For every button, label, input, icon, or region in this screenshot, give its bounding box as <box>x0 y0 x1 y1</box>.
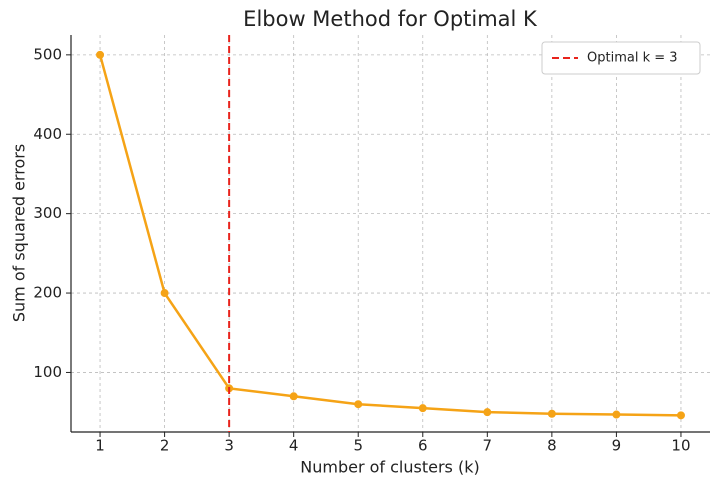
x-tick-label: 7 <box>483 437 493 455</box>
x-tick-label: 1 <box>95 437 105 455</box>
point <box>612 410 621 419</box>
point <box>160 289 169 298</box>
point <box>289 392 298 401</box>
legend-label: Optimal k = 3 <box>587 51 678 66</box>
legend: Optimal k = 3 <box>541 41 701 75</box>
x-tick-label: 2 <box>160 437 170 455</box>
y-tick-label: 200 <box>33 284 62 302</box>
point <box>547 409 556 418</box>
point <box>483 408 492 417</box>
x-tick-label: 8 <box>547 437 557 455</box>
x-tick-label: 4 <box>289 437 299 455</box>
legend-box <box>541 41 701 75</box>
y-tick-label: 500 <box>33 45 62 63</box>
x-tick-label: 5 <box>353 437 363 455</box>
y-tick-label: 400 <box>33 125 62 143</box>
line <box>98 54 681 417</box>
point <box>418 404 427 413</box>
x-tick-label: 6 <box>418 437 428 455</box>
y-tick-label: 100 <box>33 363 62 381</box>
x-tick-label: 10 <box>671 437 690 455</box>
x-tick-label: 9 <box>612 437 622 455</box>
point <box>676 411 685 420</box>
chart-title: Elbow Method for Optimal K <box>243 7 538 31</box>
x-axis-label: Number of clusters (k) <box>300 458 479 477</box>
y-axis-label: Sum of squared errors <box>10 144 29 322</box>
point <box>354 400 363 409</box>
point <box>96 50 105 59</box>
y-tick-label: 300 <box>33 204 62 222</box>
x-tick-label: 3 <box>224 437 234 455</box>
